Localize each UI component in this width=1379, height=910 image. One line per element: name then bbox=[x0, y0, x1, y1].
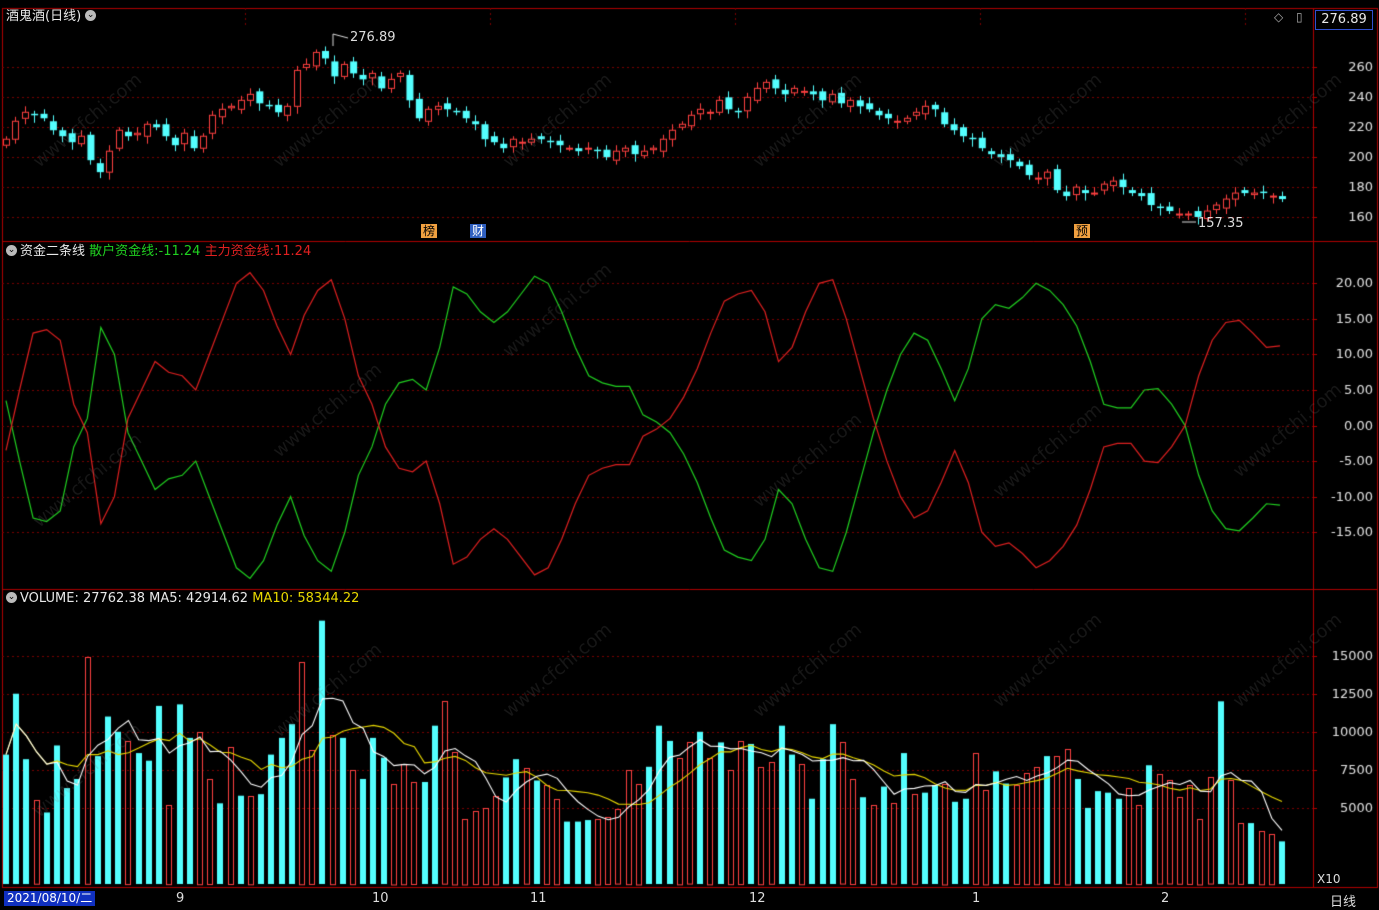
retail-line-label: 散户资金线: bbox=[89, 244, 159, 259]
indicator-name: 资金二条线 bbox=[20, 244, 86, 259]
ma5-label: MA5: bbox=[149, 591, 182, 606]
cursor-date: 2021/08/10/二 bbox=[4, 891, 96, 906]
chevron-down-icon[interactable]: ⌄ bbox=[85, 10, 97, 21]
period-label: (日线) bbox=[45, 9, 82, 24]
retail-line-value: -11.24 bbox=[158, 244, 201, 259]
stock-name: 酒鬼酒 bbox=[6, 9, 46, 24]
price-panel-header: 酒鬼酒(日线) ⌄ bbox=[6, 9, 99, 25]
main-line-label: 主力资金线: bbox=[204, 244, 274, 259]
ma10-label: MA10: bbox=[252, 591, 294, 606]
chevron-down-icon[interactable]: ⌄ bbox=[6, 245, 17, 256]
month-label-2: 2 bbox=[1161, 891, 1170, 906]
high-price-annotation: 276.89 bbox=[350, 30, 396, 46]
month-label-11: 11 bbox=[530, 891, 547, 906]
period-switch[interactable]: 日线 bbox=[1330, 895, 1357, 910]
month-label-10: 10 bbox=[372, 891, 389, 906]
indicator-header: ⌄ 资金二条线 散户资金线:-11.24 主力资金线:11.24 bbox=[2, 244, 311, 260]
chevron-down-icon[interactable]: ⌄ bbox=[6, 592, 17, 603]
high-label: 276.89 bbox=[350, 30, 396, 45]
diamond-icon[interactable]: ◇ bbox=[1274, 10, 1284, 24]
panel-toggle-icon[interactable]: ▯ bbox=[1296, 10, 1303, 24]
volume-header: ⌄ VOLUME: 27762.38 MA5: 42914.62 MA10: 58… bbox=[2, 591, 359, 607]
ma10-value: 58344.22 bbox=[297, 591, 360, 606]
volume-label: VOLUME: bbox=[20, 591, 79, 606]
month-label-9: 9 bbox=[176, 891, 185, 906]
event-tag-yu[interactable]: 预 bbox=[1074, 224, 1091, 238]
low-price-annotation: 157.35 bbox=[1198, 216, 1244, 232]
low-label: 157.35 bbox=[1198, 216, 1244, 231]
event-tag-bang[interactable]: 榜 bbox=[421, 224, 438, 238]
current-price-box: 276.89 bbox=[1315, 10, 1373, 30]
ma5-value: 42914.62 bbox=[186, 591, 249, 606]
main-line-value: 11.24 bbox=[274, 244, 312, 259]
volume-value: 27762.38 bbox=[82, 591, 145, 606]
month-label-12: 12 bbox=[749, 891, 766, 906]
volume-unit: X10 bbox=[1317, 872, 1341, 886]
month-label-1: 1 bbox=[972, 891, 981, 906]
event-tag-cai[interactable]: 财 bbox=[470, 224, 487, 238]
